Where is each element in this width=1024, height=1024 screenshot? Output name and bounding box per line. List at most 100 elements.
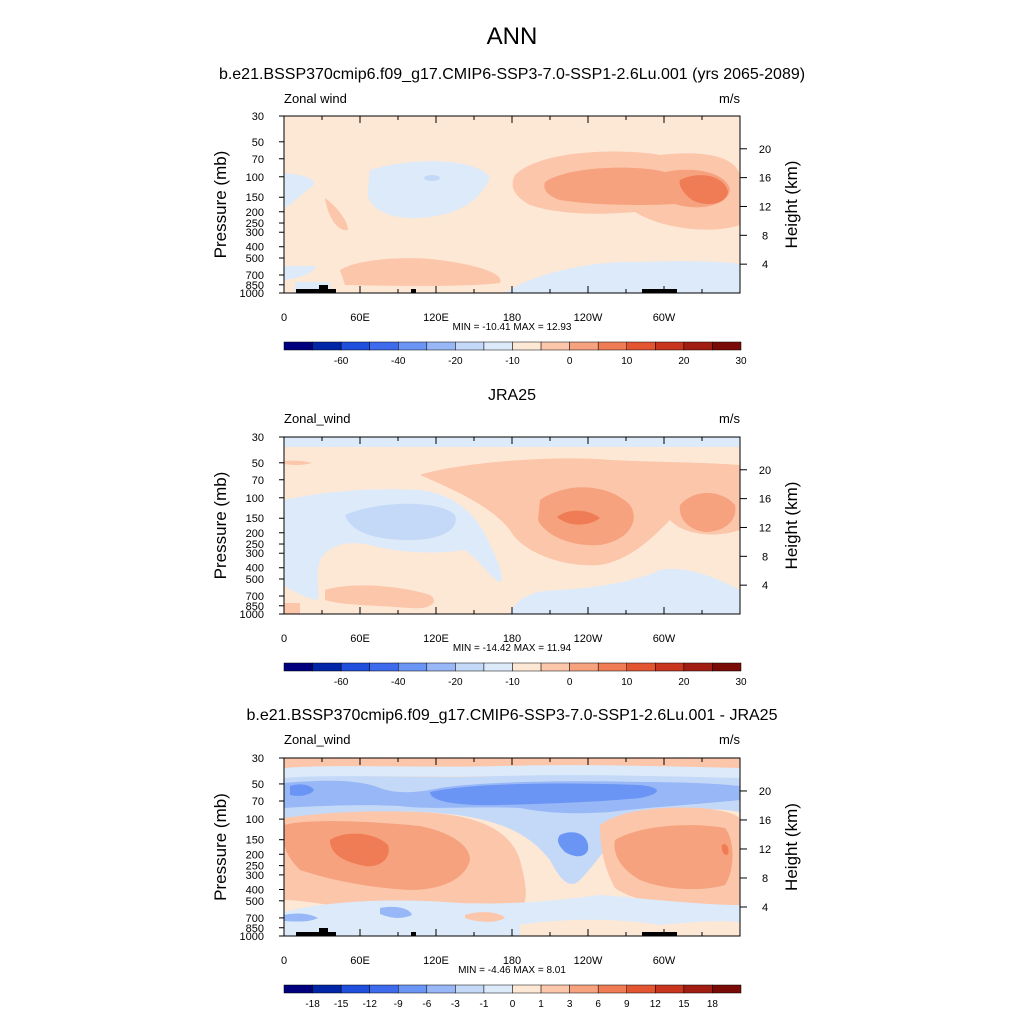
x-tick-label: 0 [281,633,287,645]
x-tick-label: 0 [281,955,287,967]
right-tick-label: 20 [759,144,771,156]
colorbar-label: -12 [362,999,377,1010]
stats-3: MIN = -4.46 MAX = 8.01 [458,965,566,976]
colorbar-swatch [712,341,742,351]
y-tick-label: 100 [246,172,264,184]
colorbar-swatch [312,341,342,351]
colorbar-label: 30 [735,677,747,688]
right-tick-label: 12 [759,844,771,856]
right-axis-title-1: Height (km) [782,161,801,249]
y-tick-label: 70 [252,154,264,166]
colorbar-label: 0 [567,677,573,688]
colorbar-swatch [626,984,656,994]
colorbar-swatch [483,341,513,351]
colorbar-label: -6 [422,999,431,1010]
x-tick-label: 120W [574,955,603,967]
colorbar-label: -3 [451,999,460,1010]
topography-1 [296,285,677,293]
colorbar-swatch [340,341,370,351]
y-tick-label: 850 [246,923,264,935]
colorbar-swatch [483,662,513,672]
contour-fill-2 [284,437,740,614]
y-tick-label: 70 [252,475,264,487]
x-tick-label: 60E [350,955,370,967]
colorbar-swatch [455,984,485,994]
colorbar-swatch [426,662,456,672]
figure-subtitle: b.e21.BSSP370cmip6.f09_g17.CMIP6-SSP3-7.… [219,66,805,83]
colorbar-label: 0 [510,999,516,1010]
colorbar-swatch [283,662,313,672]
colorbar-swatch [683,662,713,672]
right-tick-label: 12 [759,522,771,534]
colorbar-swatch [398,341,428,351]
colorbar-swatch [340,984,370,994]
stats-2: MIN = -14.42 MAX = 11.94 [453,643,572,654]
y-tick-label: 300 [246,870,264,882]
colorbar-swatch [569,341,599,351]
colorbar-label: 10 [621,356,633,367]
colorbar-label: -10 [505,356,520,367]
colorbar-label: 12 [650,999,662,1010]
right-axis-title-2: Height (km) [782,482,801,570]
y-tick-label: 200 [246,528,264,540]
colorbar-swatch [626,662,656,672]
y-tick-label: 100 [246,493,264,505]
colorbar-label: -1 [479,999,488,1010]
right-tick-label: 16 [759,815,771,827]
y-tick-label: 500 [246,253,264,265]
y-tick-label: 30 [252,432,264,444]
y-tick-label: 700 [246,913,264,925]
colorbar-swatch [597,341,627,351]
colorbar-swatch [540,341,570,351]
colorbar-swatch [540,662,570,672]
colorbar-label: -18 [305,999,320,1010]
topography-3 [296,928,677,936]
colorbar-label: 6 [595,999,601,1010]
colorbar-label: -40 [391,356,406,367]
colorbar-label: -10 [505,677,520,688]
y-tick-label: 30 [252,753,264,765]
colorbar-label: -40 [391,677,406,688]
y-tick-label: 200 [246,207,264,219]
colorbar-3: -18 -15 -12 -9 -6 -3 -1 0 1 3 6 9 12 15 18 [283,984,742,1010]
y-tick-label: 100 [246,814,264,826]
colorbar-swatch [426,984,456,994]
colorbar-label: 30 [735,356,747,367]
colorbar-label: -60 [334,677,349,688]
colorbar-swatch [683,984,713,994]
colorbar-swatch [540,984,570,994]
panel-title-2: JRA25 [488,387,536,404]
x-tick-label: 60E [350,633,370,645]
colorbar-swatch [512,341,542,351]
colorbar-label: 0 [567,356,573,367]
stats-1: MIN = -10.41 MAX = 12.93 [453,322,572,333]
y-tick-label: 150 [246,835,264,847]
colorbar-swatch [512,662,542,672]
colorbar-label: 9 [624,999,630,1010]
y-tick-label: 50 [252,458,264,470]
y-axis-title-2: Pressure (mb) [211,472,230,580]
colorbar-swatch [369,662,399,672]
colorbar-swatch [283,984,313,994]
colorbar-swatch [455,662,485,672]
colorbar-label: 20 [678,356,690,367]
right-tick-label: 8 [762,873,768,885]
x-tick-label: 60W [653,633,676,645]
panel-3: b.e21.BSSP370cmip6.f09_g17.CMIP6-SSP3-7.… [211,707,801,1010]
contour-fill-3 [284,758,740,936]
right-tick-label: 12 [759,201,771,213]
colorbar-swatch [569,662,599,672]
y-tick-label: 70 [252,796,264,808]
y-tick-label: 850 [246,280,264,292]
y-tick-label: 30 [252,111,264,123]
colorbar-label: 10 [621,677,633,688]
colorbar-swatch [369,341,399,351]
x-tick-label: 120W [574,633,603,645]
y-tick-label: 700 [246,270,264,282]
colorbar-swatch [312,984,342,994]
right-tick-label: 4 [762,902,768,914]
right-tick-label: 16 [759,494,771,506]
